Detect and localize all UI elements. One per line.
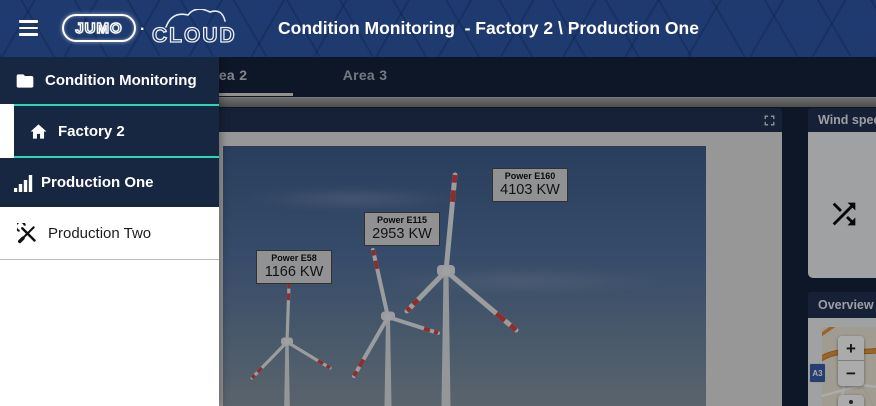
wind-farm-card: Power E160 4103 KW Power E115 2953 KW Po… xyxy=(219,108,782,406)
power-label-e160: Power E160 4103 KW xyxy=(492,168,568,202)
power-label-e58: Power E58 1166 KW xyxy=(256,250,332,284)
horizontal-scrollbar[interactable] xyxy=(0,97,876,107)
map-zoom-control: + − xyxy=(838,336,864,386)
cloud-hump-icon xyxy=(165,9,226,28)
divider xyxy=(0,259,219,260)
wind-turbines-photo: Power E160 4103 KW Power E115 2953 KW Po… xyxy=(223,146,706,406)
map-extra-button-icon xyxy=(849,400,853,404)
fullscreen-icon xyxy=(764,115,775,126)
power-label-e115: Power E115 2953 KW xyxy=(364,212,440,246)
sidebar-item-label: Production Two xyxy=(48,224,152,242)
overview-card-body: A3 + − xyxy=(808,318,876,406)
power-label-value: 2953 KW xyxy=(372,226,432,242)
power-label-name: Power E115 xyxy=(376,215,428,225)
sidebar-item-label: Factory 2 xyxy=(58,122,125,140)
zoom-in-button[interactable]: + xyxy=(838,336,864,361)
active-tab-indicator xyxy=(155,93,293,96)
navigation-drawer: Condition Monitoring Factory 2 Productio… xyxy=(0,57,219,406)
sidebar-item-label: Production One xyxy=(41,174,154,191)
power-label-value: 1166 KW xyxy=(264,264,324,280)
wind-farm-card-header xyxy=(219,108,782,132)
fullscreen-button[interactable] xyxy=(761,112,778,129)
wind-speed-title: Wind speed xyxy=(818,113,876,127)
hamburger-menu-icon[interactable] xyxy=(19,19,39,37)
wind-turbines-graphic xyxy=(250,172,519,406)
bar-chart-icon xyxy=(13,173,35,193)
sidebar-item-production-one[interactable]: Production One xyxy=(0,158,219,207)
tools-icon xyxy=(17,222,38,244)
tab-area-3[interactable]: Area 3 xyxy=(342,67,388,83)
overview-title: Overview - S xyxy=(818,298,876,312)
jumo-logo-text: JUMO xyxy=(75,19,123,37)
cloud-streak xyxy=(243,186,463,212)
map-extra-button[interactable] xyxy=(838,395,864,406)
sidebar-item-condition-monitoring[interactable]: Condition Monitoring xyxy=(0,57,219,104)
wind-farm-card-body: Power E160 4103 KW Power E115 2953 KW Po… xyxy=(219,132,782,406)
content-area: Area 2 Area 3 xyxy=(0,57,876,406)
wind-speed-card-header: Wind speed xyxy=(808,108,876,132)
overview-card-header: Overview - S xyxy=(808,292,876,318)
divider xyxy=(14,104,219,106)
sidebar-item-factory-2[interactable]: Factory 2 xyxy=(14,106,219,156)
app-header: JUMO · CLOUD Condition Monitoring - Fact… xyxy=(0,0,876,57)
sidebar-item-production-two[interactable]: Production Two xyxy=(0,207,219,259)
divider xyxy=(14,156,219,158)
power-label-name: Power E58 xyxy=(271,253,317,263)
shuffle-icon[interactable] xyxy=(827,197,861,231)
power-label-name: Power E160 xyxy=(504,171,556,181)
sidebar-item-label: Condition Monitoring xyxy=(45,72,197,89)
page-title: Condition Monitoring - Factory 2 \ Produ… xyxy=(278,18,699,38)
cloud-logo: CLOUD xyxy=(151,9,236,48)
wind-speed-card-body xyxy=(808,132,876,278)
home-icon xyxy=(29,122,48,141)
folder-icon xyxy=(15,71,35,91)
jumo-logo: JUMO xyxy=(62,14,136,42)
brand-separator-dot: · xyxy=(140,21,146,38)
motorway-shield: A3 xyxy=(809,363,826,383)
cloud-streak xyxy=(373,266,673,296)
power-label-value: 4103 KW xyxy=(500,182,560,198)
zoom-out-button[interactable]: − xyxy=(838,361,864,386)
